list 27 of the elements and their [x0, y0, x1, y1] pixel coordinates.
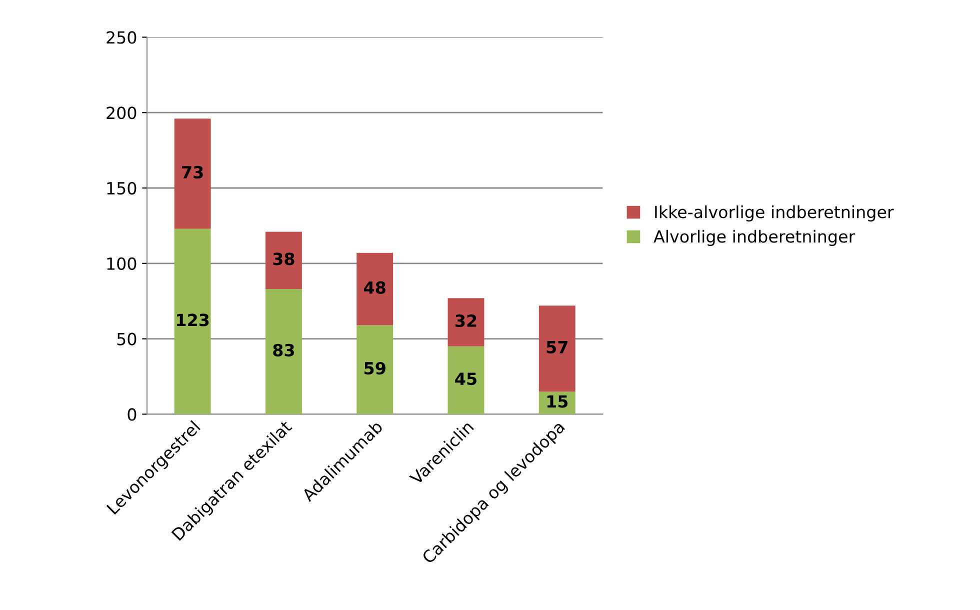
bar: [265, 232, 302, 290]
y-tick-label: 0: [128, 408, 136, 421]
data-label: 73: [182, 166, 203, 179]
data-label: 59: [364, 362, 386, 375]
bar: [448, 298, 484, 346]
bar: [265, 289, 302, 414]
bar: [174, 118, 211, 229]
data-label: 57: [546, 341, 568, 354]
data-label: 45: [455, 372, 476, 386]
bar: [174, 228, 211, 414]
y-tick-label: 200: [106, 106, 136, 120]
bar: [356, 252, 394, 326]
data-label: 38: [273, 252, 294, 266]
bar: [538, 306, 576, 392]
bar: [448, 346, 484, 414]
y-tick-label: 100: [107, 257, 136, 270]
data-label: 32: [456, 314, 476, 328]
y-tick-label: 250: [106, 31, 136, 44]
legend-label: Alvorlige indberetninger: [654, 230, 856, 246]
data-label: 15: [547, 395, 568, 408]
y-tick-label: 50: [117, 332, 136, 346]
data-label: 83: [273, 344, 294, 356]
data-label: 48: [364, 281, 386, 294]
y-tick-label: 150: [107, 182, 136, 195]
bar: [356, 325, 394, 414]
legend-label: Ikke-alvorlige indberetninger: [655, 205, 894, 222]
data-label: 123: [177, 314, 209, 326]
